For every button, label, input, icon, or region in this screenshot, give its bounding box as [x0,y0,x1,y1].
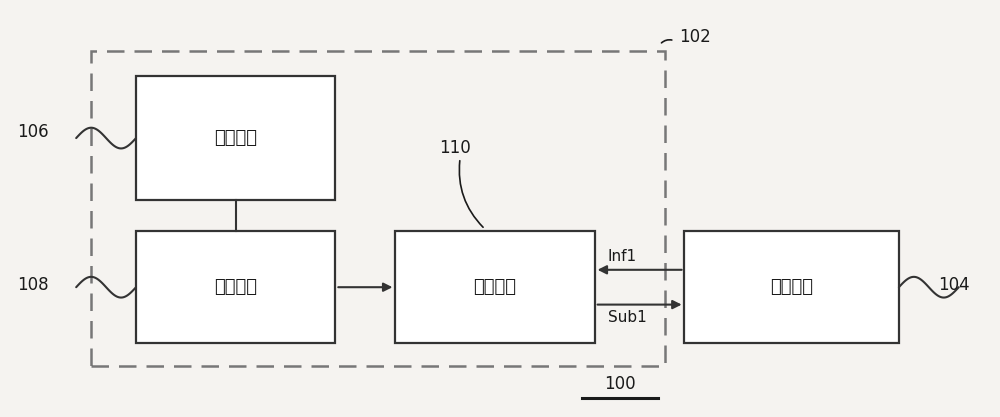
Text: 104: 104 [938,276,970,294]
Text: 110: 110 [439,139,471,157]
Text: Sub1: Sub1 [608,309,646,324]
Bar [684,231,899,343]
Text: 100: 100 [604,375,635,393]
Text: 投影单元: 投影单元 [214,129,257,147]
Text: 102: 102 [680,28,711,45]
Text: 网络装置: 网络装置 [770,278,813,296]
Bar [91,51,665,366]
Text: 控制单元: 控制单元 [214,278,257,296]
Bar [136,76,335,200]
Bar [136,231,335,343]
Text: Inf1: Inf1 [608,249,637,264]
Text: 106: 106 [17,123,49,141]
Bar [395,231,595,343]
Text: 通信单元: 通信单元 [474,278,517,296]
Text: 108: 108 [17,276,49,294]
